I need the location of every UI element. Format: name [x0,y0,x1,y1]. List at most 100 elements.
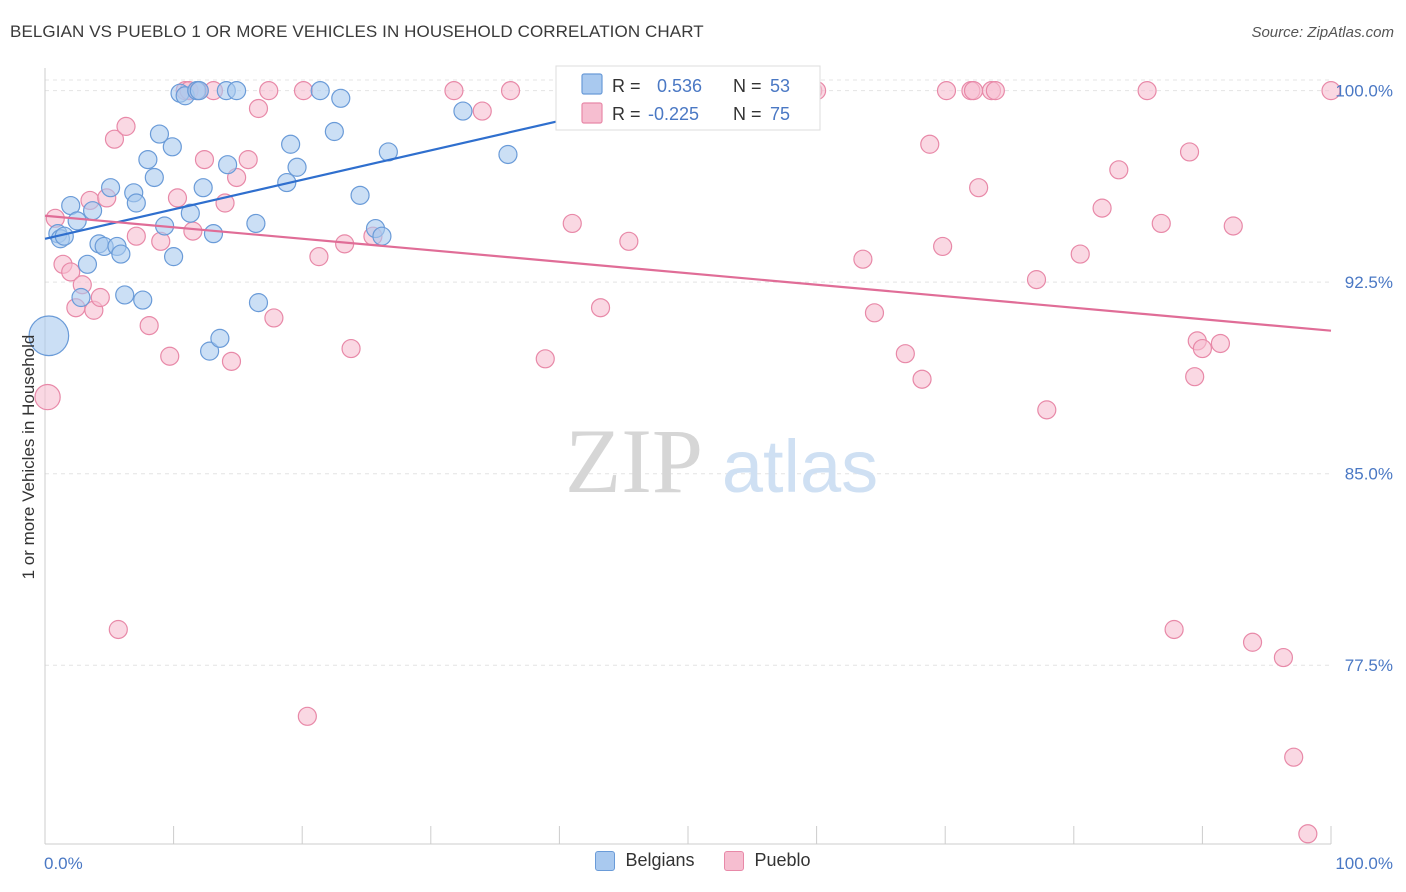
legend-n-label-belgians: N = [733,76,762,96]
pueblo-point [1242,632,1263,652]
pueblo-point [562,213,582,234]
belgians-point [77,254,98,274]
pueblo-point [853,249,873,269]
pueblo-point [1109,160,1129,180]
pueblo-point [1070,244,1090,264]
legend-swatch-pueblo [724,850,745,871]
pueblo-point [1151,213,1171,234]
y-tick-label: 100.0% [1335,82,1393,101]
pueblo-point [864,303,885,323]
legend-swatch-pueblo [581,102,603,124]
legend-r-value-belgians: 0.536 [657,76,702,96]
belgians-point [350,185,370,205]
pueblo-point [1179,142,1200,162]
belgians-point [218,155,238,175]
pueblo-point [108,619,128,640]
belgians-point [144,167,164,188]
pueblo-point [167,188,188,208]
pueblo-point [1298,824,1318,844]
legend-n-value-belgians: 53 [770,76,790,96]
y-axis-label: 1 or more Vehicles in Household [19,335,38,580]
belgians-point [372,226,392,246]
belgians-point [324,121,344,142]
pueblo-point [619,231,639,251]
belgians-point [287,157,307,177]
belgians-point [453,101,473,121]
pueblo-point [535,349,555,369]
legend-n-value-pueblo: 75 [770,104,790,124]
legend-item-belgians: Belgians [595,850,694,871]
pueblo-point [1164,619,1184,640]
pueblo-point [309,247,329,267]
pueblo-point [194,149,215,170]
pueblo-point [264,308,284,328]
pueblo-point [293,81,314,101]
belgians-point [246,213,266,234]
bottom-legend: Belgians Pueblo [0,850,1406,871]
legend-swatch-belgians [581,73,603,95]
pueblo-point [90,287,110,308]
pueblo-point [248,98,269,119]
legend-box: R = 0.536 N = 53 R = -0.225 N = 75 [555,65,821,131]
belgians-point [180,203,200,223]
belgians-point [115,285,135,305]
pueblo-point [590,298,611,318]
belgians-point [210,328,230,348]
belgians-point [67,211,87,231]
pueblo-point [297,706,317,726]
belgians-point [310,81,330,101]
gridlines [45,79,1331,666]
legend-r-value-pueblo: -0.225 [648,104,699,124]
belgians-point [189,81,209,101]
pueblo-point [472,101,492,121]
pueblo-point [160,346,180,366]
pueblo-point [126,226,146,246]
watermark-zip: ZIP [565,410,703,512]
belgians-point [71,287,91,308]
belgians-point [138,149,158,170]
belgians-point [498,144,518,165]
pueblo-point [139,315,159,336]
belgians-point [203,224,224,244]
belgians-point [281,134,301,154]
legend-label-pueblo: Pueblo [754,850,811,870]
axes [44,68,1332,845]
pueblo-point [183,221,203,241]
legend-item-pueblo: Pueblo [724,850,811,871]
belgians-point [149,124,170,144]
belgians-point [193,178,213,198]
source-label: Source: ZipAtlas.com [1251,24,1394,41]
pueblo-point [1037,400,1057,420]
pueblo-point [221,351,242,371]
belgians-point [100,178,121,198]
pueblo-point [1137,81,1157,101]
legend-r-label-belgians: R = [612,76,641,96]
belgians-point [126,193,146,213]
pueblo-point [985,81,1005,101]
y-tick-label: 92.5% [1345,273,1393,292]
pueblo-point [341,338,361,359]
pueblo-point [1092,198,1112,218]
pueblo-point [104,129,125,149]
pueblo-point [1273,647,1294,668]
pueblo-point [61,262,81,282]
belgians-point [331,88,351,108]
x-tick-label: 100.0% [1335,854,1393,873]
watermark-atlas: atlas [722,425,878,508]
pueblo-point [1026,270,1047,290]
pueblo-point [1223,216,1243,236]
pueblo-point [963,81,984,101]
legend-label-belgians: Belgians [625,850,695,870]
y-tick-label: 77.5% [1345,656,1393,675]
pueblo-point [936,81,957,101]
belgians-point [200,341,220,361]
belgians-point [248,293,269,313]
pueblo-point [1284,747,1304,767]
belgians-point [162,137,182,157]
pueblo-point [34,383,61,411]
pueblo-point [933,236,953,257]
pueblo-trend-line [44,214,1332,332]
belgians-point [82,201,103,221]
belgians-point [164,247,184,267]
